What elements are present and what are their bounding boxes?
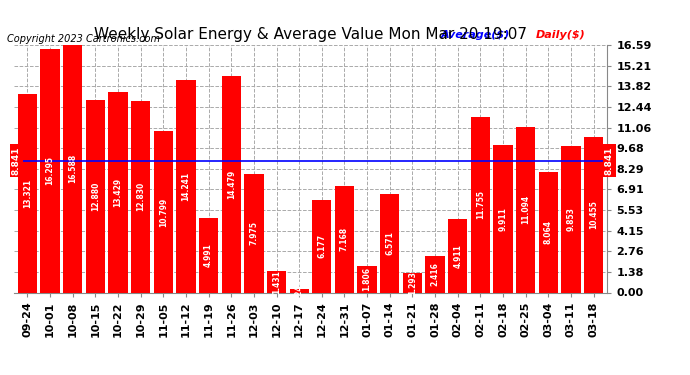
Bar	[154, 131, 173, 292]
Title: Weekly Solar Energy & Average Value Mon Mar 20 19:07: Weekly Solar Energy & Average Value Mon …	[94, 27, 527, 42]
Text: 4.991: 4.991	[204, 243, 213, 267]
Text: 14.241: 14.241	[181, 172, 190, 201]
Text: 1.293: 1.293	[408, 271, 417, 295]
Text: 13.429: 13.429	[113, 178, 123, 207]
Bar	[199, 218, 218, 292]
Bar	[63, 45, 82, 292]
Bar	[539, 172, 558, 292]
Text: 8.064: 8.064	[544, 220, 553, 245]
Text: 10.799: 10.799	[159, 197, 168, 226]
Bar	[562, 146, 580, 292]
Text: 11.755: 11.755	[476, 190, 485, 219]
Text: 12.830: 12.830	[136, 182, 145, 212]
Bar	[380, 195, 400, 292]
Text: 12.880: 12.880	[91, 182, 100, 211]
Text: 8.841: 8.841	[12, 146, 21, 175]
Text: Average($): Average($)	[441, 30, 511, 40]
Text: 7.168: 7.168	[340, 227, 349, 251]
Text: 16.295: 16.295	[46, 156, 55, 186]
Text: 6.571: 6.571	[385, 231, 394, 255]
Bar	[357, 266, 377, 292]
Text: Copyright 2023 Cartronics.com: Copyright 2023 Cartronics.com	[7, 34, 160, 44]
Bar	[86, 100, 105, 292]
Bar	[267, 271, 286, 292]
Text: 1.806: 1.806	[363, 267, 372, 291]
Bar	[471, 117, 490, 292]
Bar	[244, 174, 264, 292]
Bar	[448, 219, 467, 292]
Text: 2.416: 2.416	[431, 262, 440, 286]
Text: 9.911: 9.911	[498, 207, 508, 231]
Text: 9.853: 9.853	[566, 207, 575, 231]
Bar	[177, 80, 195, 292]
Text: 6.177: 6.177	[317, 234, 326, 258]
Bar	[426, 256, 444, 292]
Bar	[221, 76, 241, 292]
Text: 10.455: 10.455	[589, 200, 598, 229]
Bar	[312, 200, 331, 292]
Text: 1.431: 1.431	[272, 270, 281, 294]
Text: 7.975: 7.975	[249, 221, 258, 245]
Text: 8.841: 8.841	[605, 146, 614, 175]
Text: 13.321: 13.321	[23, 178, 32, 208]
Text: 11.094: 11.094	[521, 195, 530, 224]
Bar	[108, 92, 128, 292]
Bar	[493, 145, 513, 292]
Bar	[18, 94, 37, 292]
Bar	[41, 50, 59, 292]
Text: Daily($): Daily($)	[536, 30, 586, 40]
Bar	[584, 136, 603, 292]
Bar	[290, 289, 309, 292]
Text: 4.911: 4.911	[453, 244, 462, 268]
Bar	[131, 101, 150, 292]
Text: 0.243: 0.243	[295, 279, 304, 303]
Bar	[516, 127, 535, 292]
Bar	[403, 273, 422, 292]
Text: 14.479: 14.479	[227, 170, 236, 199]
Bar	[335, 186, 354, 292]
Text: 16.588: 16.588	[68, 154, 77, 183]
